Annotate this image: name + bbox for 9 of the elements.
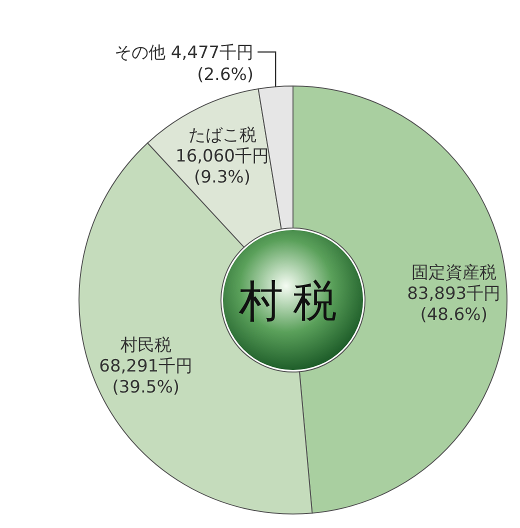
slice-label: 固定資産税 [411, 262, 496, 283]
slice-label: その他 [114, 43, 166, 63]
data-label: 83,893千円 (48.6%) [407, 284, 501, 325]
text: 村税 [238, 276, 347, 327]
data-label: 4,477千円 (2.6%) [170, 43, 254, 85]
slice-label: 村民税 [119, 335, 172, 356]
data-label: 68,291千円 (39.5%) [99, 356, 193, 398]
slice-label: たばこ税 [188, 125, 256, 146]
data-label: 16,060千円 (9.3%) [176, 146, 269, 188]
